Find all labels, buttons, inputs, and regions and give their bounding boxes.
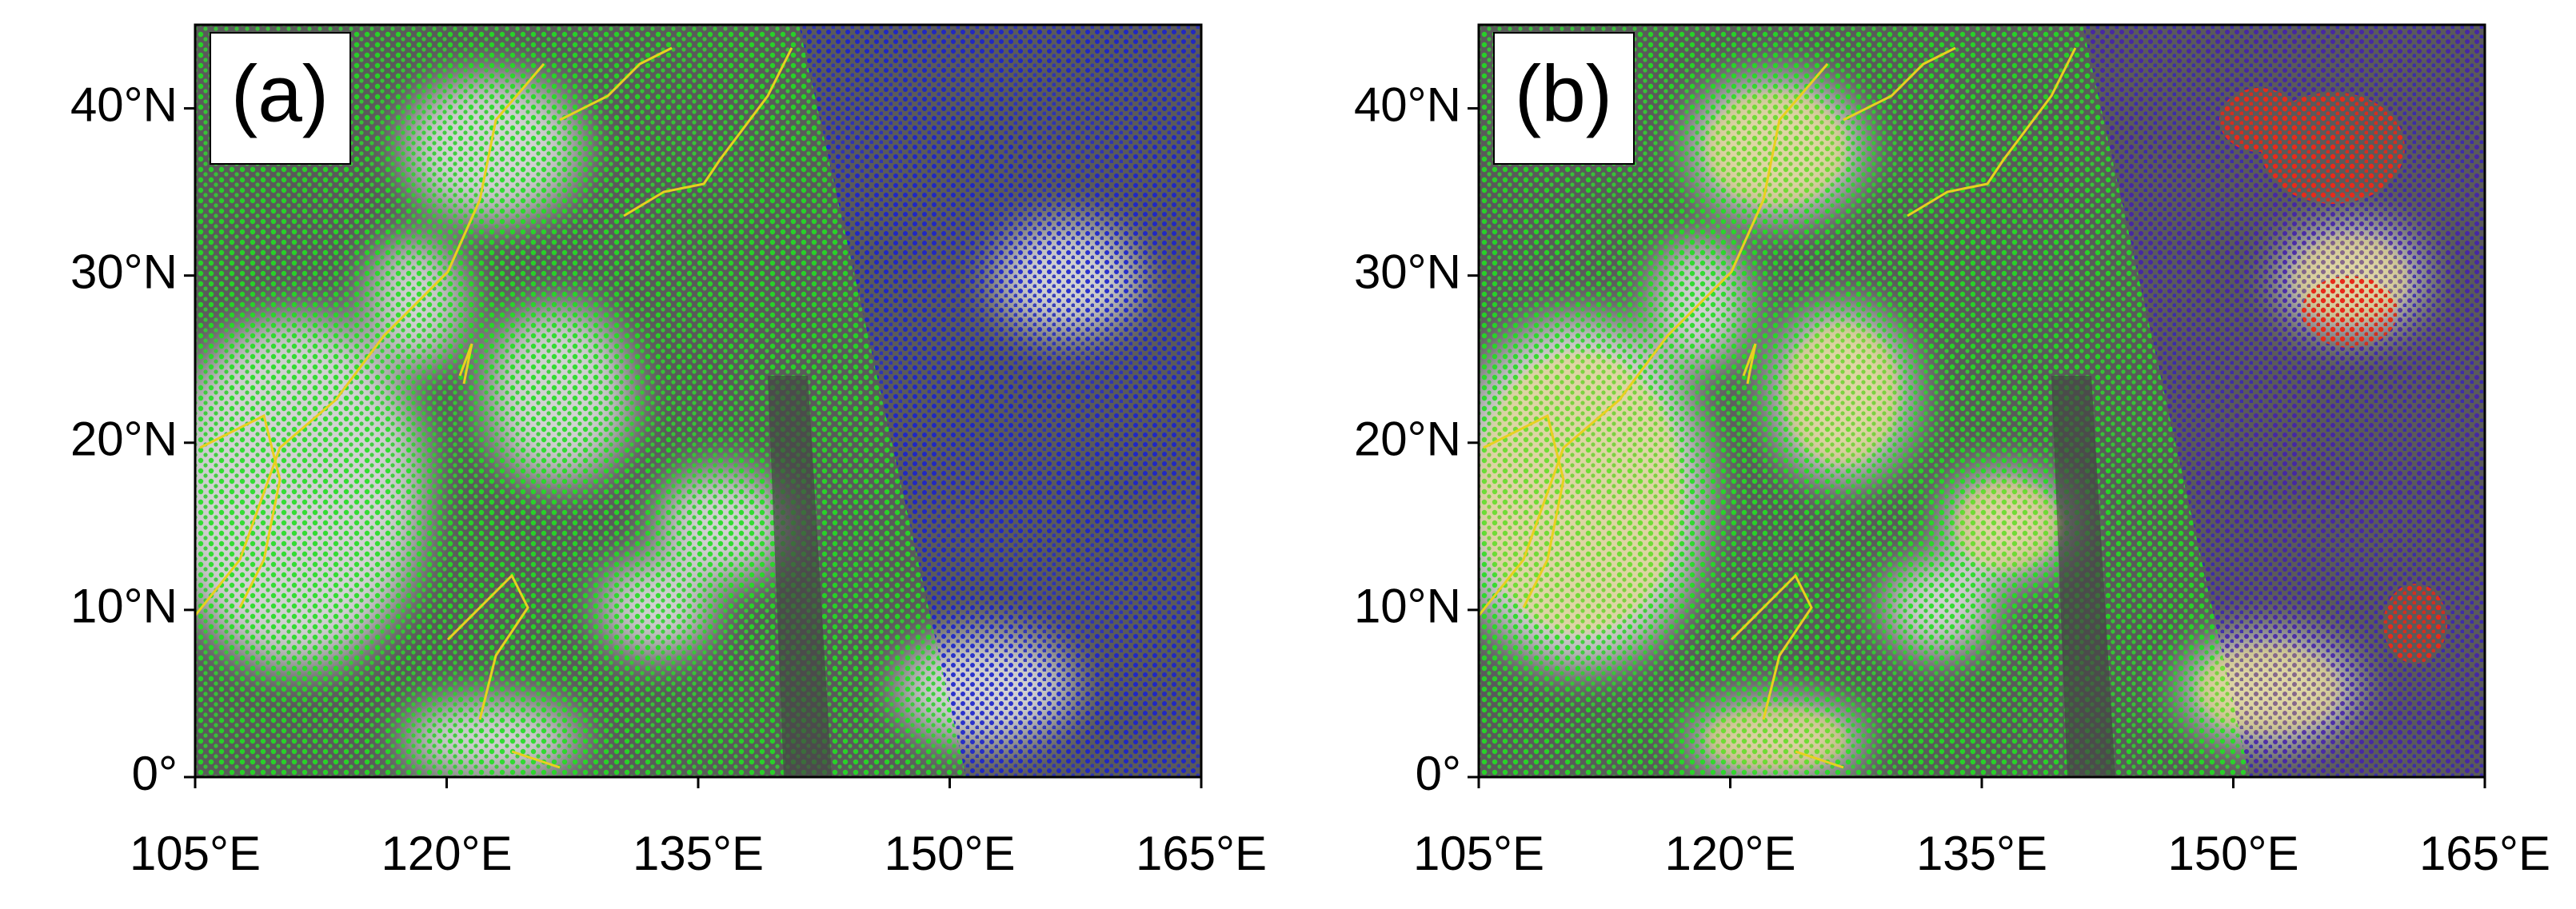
x-tick-label: 135°E <box>1916 827 2047 880</box>
red-patch <box>2219 88 2299 152</box>
x-tick-label: 150°E <box>2167 827 2298 880</box>
yellow-patch <box>1479 352 1682 633</box>
y-tick-label: 0° <box>132 747 178 800</box>
x-tick-label: 135°E <box>633 827 764 880</box>
coastline <box>1795 750 1844 769</box>
y-tick-label: 10°N <box>70 580 178 633</box>
y-tick-label: 10°N <box>1354 580 1461 633</box>
y-tick-label: 20°N <box>70 413 178 466</box>
yellow-patch <box>2199 644 2339 734</box>
y-tick-label: 30°N <box>70 245 178 299</box>
x-tick-label: 120°E <box>381 827 512 880</box>
data-gap <box>768 376 832 777</box>
map-area <box>1479 25 2485 777</box>
x-tick-label: 165°E <box>2419 827 2550 880</box>
coastline <box>559 46 673 122</box>
red-patch <box>2383 584 2447 664</box>
yellow-patch <box>1706 707 1847 771</box>
data-gap <box>2051 376 2115 777</box>
coastline <box>446 573 529 720</box>
coastline <box>623 47 793 217</box>
coastline <box>1742 343 1757 385</box>
yellow-patch <box>1955 480 2058 570</box>
swath-observations <box>799 25 1201 777</box>
x-tick-label: 105°E <box>130 827 261 880</box>
panel-label: (b) <box>1515 49 1612 138</box>
y-tick-label: 0° <box>1416 747 1461 800</box>
x-tick-label: 150°E <box>884 827 1015 880</box>
panel-label: (a) <box>231 49 329 138</box>
y-tick-label: 20°N <box>1354 413 1461 466</box>
coastline <box>1479 63 1829 616</box>
coastline <box>199 413 282 608</box>
green-observations <box>195 25 966 777</box>
y-tick-label: 40°N <box>1354 78 1461 131</box>
x-tick-label: 105°E <box>1413 827 1544 880</box>
map-panel: (b) 105°E 120°E 135°E 150°E 165°E 0° 10°N 20°N 30… <box>1354 23 2550 880</box>
x-tick-label: 120°E <box>1664 827 1795 880</box>
x-tick-label: 165°E <box>1136 827 1267 880</box>
panel-label-box <box>210 32 351 165</box>
coastline <box>511 750 561 769</box>
yellow-patch <box>1706 90 1847 205</box>
coastline <box>1730 573 1813 720</box>
panel-label-box <box>1493 32 1635 165</box>
coastline <box>1483 413 1565 608</box>
swath-observations <box>2083 25 2485 777</box>
yellow-patch <box>1784 324 1899 464</box>
y-tick-label: 30°N <box>1354 245 1461 299</box>
coastline <box>1907 47 2077 217</box>
coastline <box>458 343 473 385</box>
map-area <box>195 25 1201 777</box>
coastline <box>195 63 545 616</box>
coastline <box>1843 46 1956 122</box>
map-panel: (a) 105°E 120°E 135°E 150°E 165°E 0° 10°N 20°N 30… <box>70 23 1267 880</box>
red-patch <box>2302 276 2398 348</box>
y-tick-label: 40°N <box>70 78 178 131</box>
